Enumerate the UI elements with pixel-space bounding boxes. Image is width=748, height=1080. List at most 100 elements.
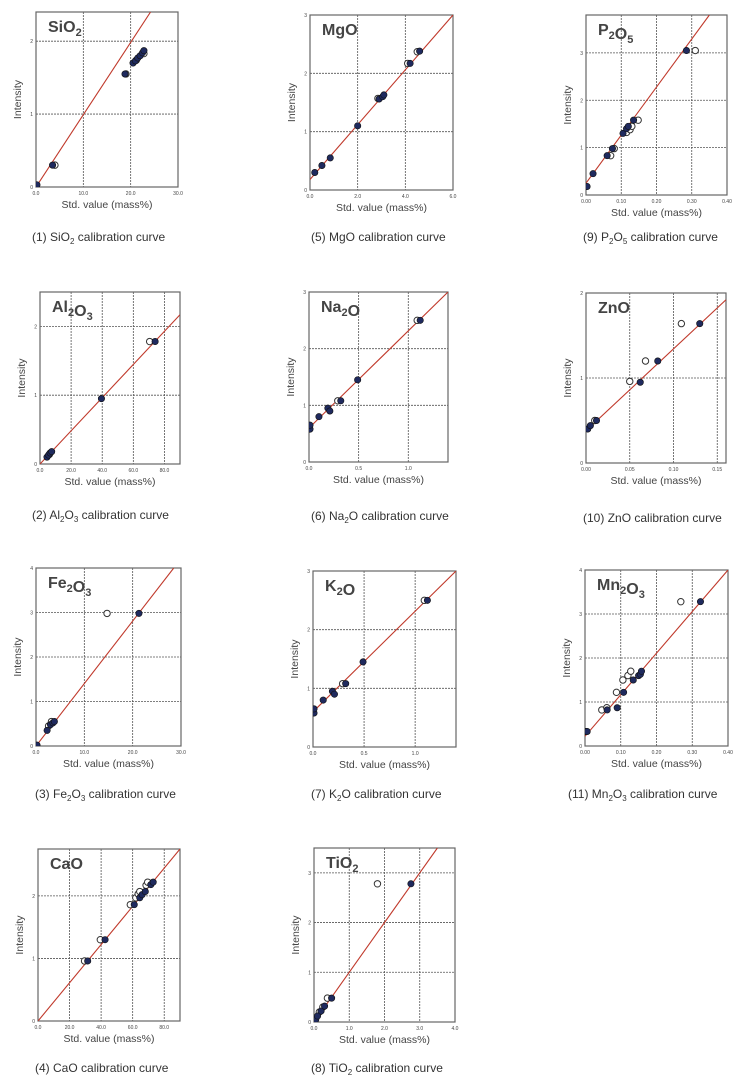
filled-data-point: [84, 957, 92, 965]
chart-title: Na2O: [321, 299, 360, 320]
plot-frame: [309, 14, 454, 191]
y-axis-label: Intensity: [12, 637, 24, 677]
filled-data-point: [50, 718, 58, 726]
chart-panel-zno: 0.00 0.05 0.10 0.15 0 1 2 Std. value (mass%) Int…: [0, 0, 727, 525]
open-data-point: [619, 676, 627, 684]
chart-panel-fe2o3: 0.0 10.0 20.0 30.0 0 1 2 3 4 Std. value (mass%) In…: [0, 0, 250, 803]
x-axis-label: Std. value (mass%): [339, 759, 430, 771]
x-axis-label: Std. value (mass%): [336, 202, 427, 214]
filled-data-point: [313, 705, 318, 713]
y-tick-label: 1: [307, 686, 310, 692]
y-tick-label: 2: [303, 347, 306, 353]
filled-data-point: [603, 706, 611, 714]
filled-data-point: [97, 395, 105, 403]
y-tick-label: 1: [579, 700, 582, 706]
filled-data-point: [321, 1002, 329, 1010]
x-tick-label: 1.0: [405, 466, 412, 472]
filled-data-point: [311, 169, 319, 177]
filled-data-point: [682, 47, 690, 55]
filled-data-point: [36, 181, 41, 187]
x-tick-label: 0.15: [712, 467, 722, 473]
chart-panel-p2o5: 0.00 0.10 0.20 0.30 0.40 0 1 2 3 Std. value (mass…: [0, 0, 732, 270]
y-tick-label: 2: [30, 655, 33, 661]
filled-data-point: [407, 880, 415, 888]
x-tick-label: 0.0: [307, 194, 314, 200]
chart-caption: (6) Na2O calibration curve: [311, 509, 449, 525]
filled-data-point: [696, 320, 704, 328]
x-tick-label: 60.0: [128, 1025, 138, 1031]
x-axis-label: Std. value (mass%): [64, 476, 155, 488]
x-tick-label: 0.40: [723, 750, 733, 756]
filled-data-point: [359, 658, 367, 666]
open-data-point: [691, 46, 699, 55]
y-tick-label: 1: [32, 956, 35, 962]
filled-data-point: [337, 397, 345, 405]
y-axis-label: Intensity: [561, 638, 573, 678]
x-tick-label: 0.20: [652, 199, 662, 205]
filled-data-point: [317, 1007, 325, 1015]
filled-data-point: [416, 316, 424, 324]
filled-data-point: [613, 704, 621, 712]
plot-frame: [35, 11, 179, 188]
y-axis-label: Intensity: [562, 358, 574, 398]
x-tick-label: 0.30: [687, 199, 697, 205]
plot-frame: [585, 292, 727, 464]
x-tick-label: 3.0: [416, 1026, 423, 1032]
filled-data-point: [637, 667, 645, 675]
chart-title: TiO2: [326, 855, 359, 875]
y-tick-label: 0: [303, 460, 306, 466]
filled-data-point: [49, 161, 57, 169]
x-tick-label: 0.5: [361, 751, 368, 757]
x-tick-label: 0.0: [306, 466, 313, 472]
plot-frame: [313, 847, 456, 1023]
open-data-point: [373, 880, 382, 888]
open-data-point: [103, 609, 111, 618]
filled-data-point: [592, 416, 600, 424]
filled-data-point: [43, 726, 51, 734]
x-tick-label: 0.0: [33, 191, 40, 197]
x-axis-label: Std. value (mass%): [63, 1033, 154, 1045]
filled-data-point: [309, 421, 314, 429]
open-data-point: [626, 377, 634, 386]
y-tick-label: 3: [30, 611, 33, 617]
filled-data-point: [354, 376, 362, 384]
chart-title: MgO: [322, 22, 358, 39]
x-axis-label: Std. value (mass%): [610, 475, 701, 487]
y-tick-label: 3: [579, 612, 582, 618]
filled-data-point: [342, 680, 350, 688]
chart-panel-mgo: 0.0 2.0 4.0 6.0 0 1 2 3 Std. value (mass%) Intens…: [0, 0, 457, 270]
x-tick-label: 6.0: [450, 194, 457, 200]
y-tick-label: 1: [304, 130, 307, 136]
chart-caption: (4) CaO calibration curve: [35, 1061, 169, 1075]
filled-data-point: [630, 116, 638, 124]
y-tick-label: 0: [30, 185, 33, 191]
filled-data-point: [36, 741, 41, 746]
chart-panel-sio2: 0.0 10.0 20.0 30.0 0 1 2 Std. value (mass%) Inte…: [0, 0, 250, 270]
filled-data-point: [149, 878, 157, 886]
y-tick-label: 3: [303, 290, 306, 296]
plot-frame: [308, 291, 449, 463]
x-tick-label: 0.5: [355, 466, 362, 472]
x-axis-label: Std. value (mass%): [611, 758, 702, 770]
calibration-fit-line: [313, 571, 456, 713]
calibration-fit-line: [36, 568, 175, 746]
plot-frame: [585, 14, 728, 196]
y-tick-label: 1: [308, 970, 311, 976]
filled-data-point: [48, 448, 56, 456]
open-data-point: [677, 319, 686, 328]
x-tick-label: 10.0: [79, 750, 89, 756]
x-tick-label: 0.10: [669, 467, 679, 473]
y-tick-label: 1: [30, 112, 33, 118]
y-tick-label: 0: [580, 193, 583, 199]
filled-data-point: [326, 407, 334, 415]
x-tick-label: 80.0: [159, 1025, 169, 1031]
open-data-point: [627, 667, 635, 675]
chart-panel-al2o3: 0.0 20.0 40.0 60.0 80.0 0 1 2 Std. value (mass%)…: [0, 0, 250, 524]
chart-caption: (5) MgO calibration curve: [311, 230, 446, 244]
